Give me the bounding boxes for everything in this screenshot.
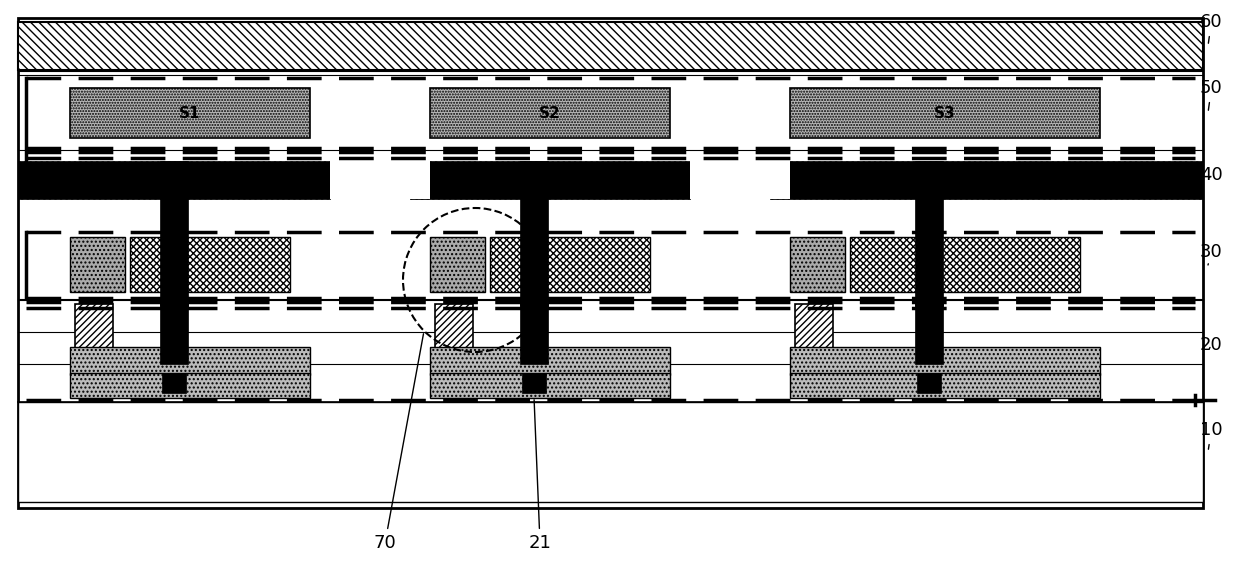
Bar <box>790 373 1100 398</box>
Bar <box>790 237 844 292</box>
Bar <box>522 373 546 393</box>
Bar <box>160 161 188 306</box>
Bar <box>849 237 1080 292</box>
Text: S2: S2 <box>539 105 560 121</box>
Text: 30: 30 <box>1200 243 1223 265</box>
Bar <box>790 347 1100 375</box>
Text: 50: 50 <box>1200 79 1223 110</box>
Bar <box>915 161 942 306</box>
Bar <box>130 237 290 292</box>
Text: 60: 60 <box>1200 13 1223 43</box>
Text: 40: 40 <box>1200 166 1223 184</box>
Bar <box>918 373 941 393</box>
Bar <box>520 299 548 364</box>
Bar <box>19 402 1203 502</box>
Bar <box>795 304 833 359</box>
Bar <box>74 304 113 359</box>
Bar <box>490 237 650 292</box>
Text: 10: 10 <box>1200 421 1223 449</box>
Bar <box>69 88 310 138</box>
Bar <box>69 237 125 292</box>
Bar <box>162 373 186 393</box>
Text: S1: S1 <box>180 105 201 121</box>
Bar <box>19 18 1203 508</box>
Bar <box>430 88 670 138</box>
Bar <box>69 373 310 398</box>
Bar <box>435 304 472 359</box>
Bar <box>770 161 1203 199</box>
Text: S3: S3 <box>934 105 956 121</box>
Bar <box>19 22 1203 70</box>
Bar <box>330 161 430 199</box>
Bar <box>160 299 188 364</box>
Text: 20: 20 <box>1200 336 1223 354</box>
Bar <box>410 161 689 199</box>
Text: 21: 21 <box>528 400 552 552</box>
Bar <box>689 161 790 199</box>
Bar <box>19 161 330 199</box>
Bar <box>520 161 548 306</box>
Text: 70: 70 <box>373 333 424 552</box>
Bar <box>69 347 310 375</box>
Bar <box>430 347 670 375</box>
Bar <box>430 373 670 398</box>
Bar <box>790 88 1100 138</box>
Bar <box>915 299 942 364</box>
Bar <box>430 237 485 292</box>
